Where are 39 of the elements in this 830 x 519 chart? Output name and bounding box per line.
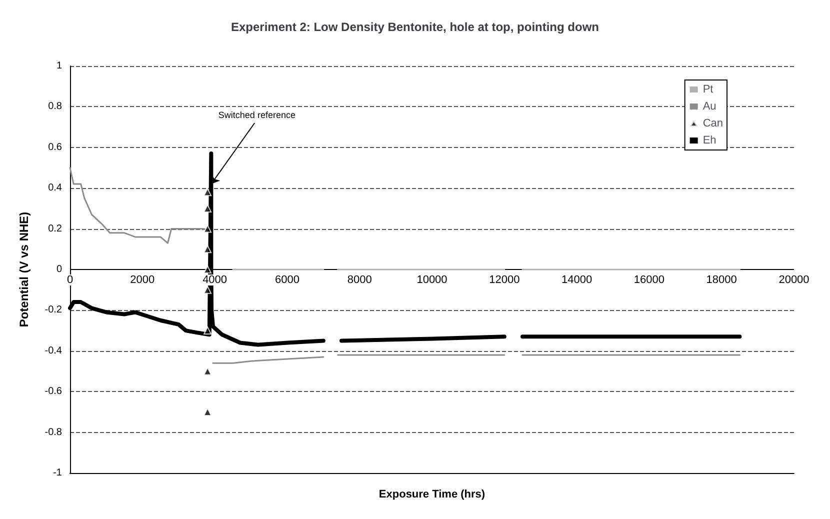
x-tick-label: 6000: [274, 274, 300, 286]
x-tick-label: 14000: [562, 274, 592, 286]
x-tick-label: 10000: [416, 274, 448, 286]
x-tick-label: 8000: [347, 274, 372, 286]
y-tick-label: 0: [56, 264, 62, 275]
y-tick-label: 0.2: [48, 223, 62, 234]
point: [204, 204, 212, 212]
x-tick-label: 20000: [778, 274, 810, 286]
x-tick-label: 4000: [202, 274, 228, 286]
x-tick-label: 16000: [634, 274, 664, 286]
point: [204, 286, 212, 294]
y-tick-label: 0.6: [48, 142, 62, 153]
y-tick-label: 0.4: [48, 182, 62, 194]
point: [204, 188, 212, 196]
y-tick-label: -0.6: [44, 386, 62, 398]
legend-label: Eh: [702, 134, 716, 146]
point: [204, 266, 212, 274]
x-tick-label: 18000: [706, 274, 737, 286]
x-axis-title: Exposure Time (hrs): [378, 488, 486, 500]
point: [204, 408, 212, 416]
x-tick-label: 2000: [130, 274, 155, 286]
y-tick-label: 0.8: [48, 101, 62, 112]
legend-label: Au: [702, 100, 716, 112]
y-tick-label: 1: [56, 60, 62, 72]
y-axis-title: Potential (V vs NHE): [17, 212, 31, 328]
y-tick-label: -0.8: [44, 426, 62, 438]
chart-title: Experiment 2: Low Density Bentonite, hole at top, pointing down: [230, 20, 600, 34]
legend-label: Pt: [702, 84, 714, 96]
point: [204, 367, 212, 376]
legend-label: Can: [702, 118, 724, 130]
point: [204, 245, 212, 254]
y-tick-label: -0.4: [44, 345, 62, 356]
y-tick-label: -1: [53, 468, 62, 478]
x-tick-label: 12000: [489, 274, 520, 286]
point: [204, 224, 212, 233]
point: [204, 326, 212, 335]
x-tick-label: 0: [66, 274, 74, 286]
y-tick-label: -0.2: [44, 304, 62, 316]
annotation: Switched reference: [218, 110, 296, 120]
